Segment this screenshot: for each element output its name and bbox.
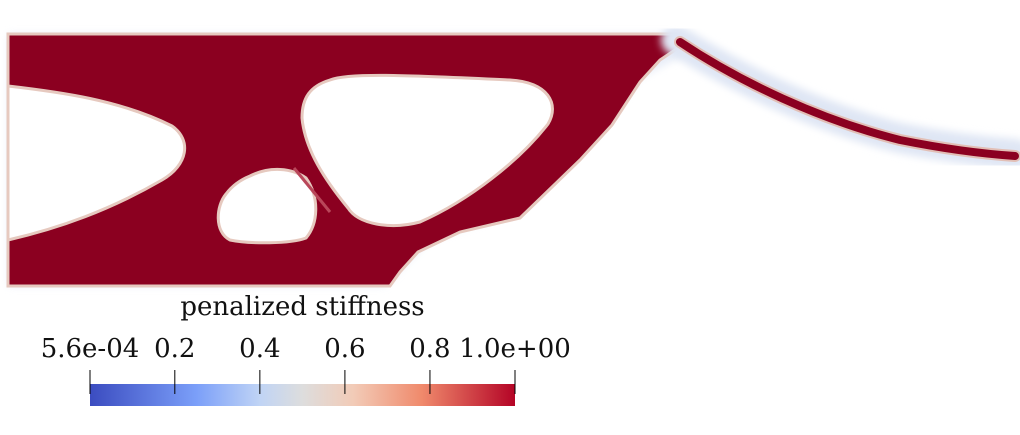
colorbar-tick-label: 0.4 [239, 334, 281, 364]
colorbar-tick-label: 0.2 [154, 334, 196, 364]
colorbar-tick-label: 0.8 [409, 334, 451, 364]
void-small-rounded [216, 168, 318, 245]
colorbar-gradient [90, 384, 515, 406]
void-large-triangle [300, 73, 554, 228]
cable-halo [661, 25, 1020, 169]
colorbar-tick-label: 0.6 [324, 334, 366, 364]
colorbar [89, 370, 516, 406]
colorbar-ticks [89, 370, 516, 394]
strut-between-voids [292, 167, 332, 213]
void-left-notch [6, 84, 187, 242]
stiffness-field [6, 25, 1020, 288]
colorbar-tick-label: 5.6e-04 [40, 334, 140, 364]
cable-member-core [676, 38, 1019, 160]
colorbar-tick-label: 1.0e+00 [459, 334, 571, 364]
colorbar-title: penalized stiffness [180, 292, 425, 322]
